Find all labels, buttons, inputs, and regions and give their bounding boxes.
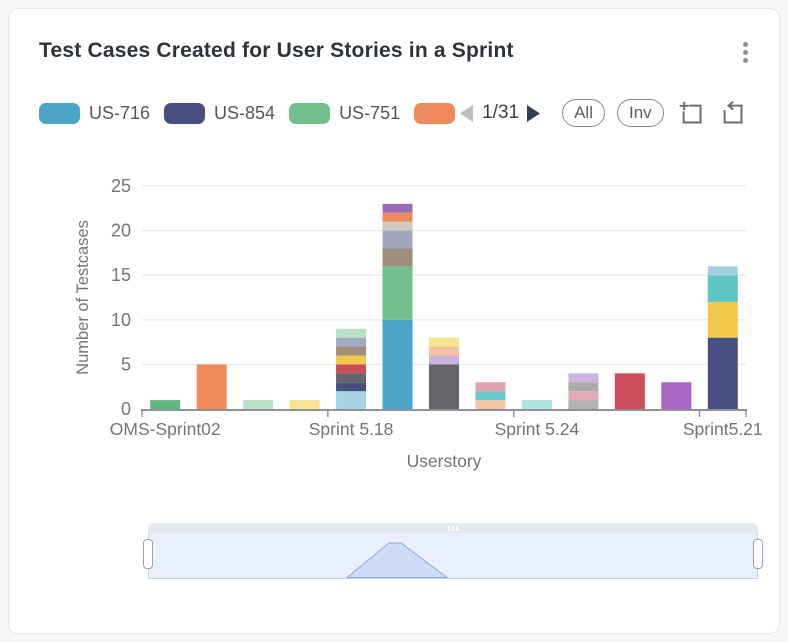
legend-page-indicator: 1/31	[482, 102, 520, 123]
more-options-button[interactable]	[735, 42, 755, 72]
bar-segment[interactable]	[382, 319, 413, 409]
x-axis-tick-label: Sprint 5.24	[495, 419, 580, 439]
bar-segment[interactable]	[475, 391, 506, 401]
bar-segment[interactable]	[382, 212, 413, 222]
chart-controls: US-716 US-854 US-751 1/31	[39, 96, 769, 130]
legend-label: US-854	[214, 102, 276, 123]
legend-pager: 1/31	[459, 102, 542, 124]
bar-segment[interactable]	[289, 400, 320, 409]
legend-next-button[interactable]	[526, 103, 542, 123]
legend-prev-button[interactable]	[459, 103, 475, 123]
bar-segment[interactable]	[568, 400, 599, 409]
restore-icon[interactable]	[719, 100, 746, 127]
bar-segment[interactable]	[382, 230, 413, 249]
bar-segment[interactable]	[707, 266, 738, 276]
bar-segment[interactable]	[568, 373, 599, 383]
bar-segment[interactable]	[196, 364, 227, 409]
chart-card: Test Cases Created for User Stories in a…	[8, 8, 780, 634]
kebab-dot	[742, 58, 748, 63]
x-axis-tick-label: Sprint5.21	[683, 419, 763, 439]
bar-segment[interactable]	[707, 275, 738, 302]
legend-item-us-716[interactable]: US-716	[39, 102, 151, 124]
left-triangle-icon	[460, 104, 474, 122]
y-axis-title: Number of Testcases	[74, 220, 92, 375]
y-axis-tick-label: 25	[111, 176, 131, 196]
y-axis-tick-label: 10	[111, 310, 131, 330]
chart-title: Test Cases Created for User Stories in a…	[39, 39, 514, 62]
bar-segment[interactable]	[707, 337, 738, 409]
select-all-button[interactable]: All	[562, 99, 605, 127]
slider-track[interactable]	[148, 533, 758, 579]
kebab-dot	[742, 50, 748, 55]
data-zoom-icon[interactable]	[678, 100, 705, 127]
bar-segment[interactable]	[475, 382, 506, 392]
bar-segment[interactable]	[429, 346, 459, 356]
y-axis-tick-label: 20	[111, 221, 131, 241]
bar-segment[interactable]	[336, 364, 367, 374]
bar-segment[interactable]	[429, 364, 459, 409]
bar-segment[interactable]	[707, 301, 738, 338]
y-axis-tick-label: 15	[111, 265, 131, 285]
bar-segment[interactable]	[382, 266, 413, 320]
legend-item-us-854[interactable]: US-854	[164, 102, 276, 124]
bar-segment[interactable]	[568, 382, 599, 392]
bar-segment[interactable]	[336, 346, 367, 356]
bar-segment[interactable]	[382, 221, 413, 231]
bar-segment[interactable]	[150, 400, 181, 409]
slider-data-shadow	[345, 542, 449, 578]
legend-swatch	[289, 102, 331, 124]
legend-label: US-716	[89, 102, 151, 123]
bar-segment[interactable]	[429, 355, 459, 365]
right-triangle-icon	[527, 104, 541, 122]
bar-segment[interactable]	[661, 382, 692, 409]
bar-segment[interactable]	[382, 248, 413, 267]
slider-right-handle[interactable]	[753, 539, 763, 569]
invert-selection-button[interactable]: Inv	[616, 99, 664, 127]
slider-move-handle[interactable]	[148, 523, 758, 533]
legend-swatch	[39, 102, 80, 124]
bar-segment[interactable]	[336, 382, 367, 392]
bar-segment[interactable]	[521, 400, 552, 409]
legend-swatch	[164, 102, 206, 124]
bar-segment[interactable]	[243, 400, 274, 409]
y-axis-tick-label: 0	[121, 399, 131, 419]
y-axis-tick-label: 5	[121, 354, 131, 374]
kebab-dot	[742, 42, 748, 47]
bar-segment[interactable]	[429, 337, 459, 347]
bar-segment[interactable]	[475, 400, 506, 409]
x-axis-tick-label: OMS-Sprint02	[110, 419, 221, 439]
bar-segment[interactable]	[336, 337, 367, 347]
legend-item-us-751[interactable]: US-751	[289, 102, 401, 124]
bar-segment[interactable]	[336, 355, 367, 365]
bar-segment[interactable]	[336, 391, 367, 409]
bar-segment[interactable]	[336, 328, 367, 338]
x-axis-title: Userstory	[407, 451, 482, 471]
bar-segment[interactable]	[336, 373, 367, 383]
legend-swatch	[414, 102, 456, 124]
legend-item-4[interactable]	[414, 102, 456, 124]
bar-segment[interactable]	[568, 391, 599, 401]
bar-segment[interactable]	[382, 203, 413, 213]
slider-left-handle[interactable]	[143, 539, 153, 569]
data-zoom-slider[interactable]	[143, 523, 763, 579]
legend-label: US-751	[339, 102, 401, 123]
bar-segment[interactable]	[614, 373, 645, 409]
x-axis-tick-label: Sprint 5.18	[309, 419, 394, 439]
bar-chart-canvas[interactable]: 0 5 10 15 20 25 Number of Testcases OMS-Sprint0…	[9, 161, 781, 481]
